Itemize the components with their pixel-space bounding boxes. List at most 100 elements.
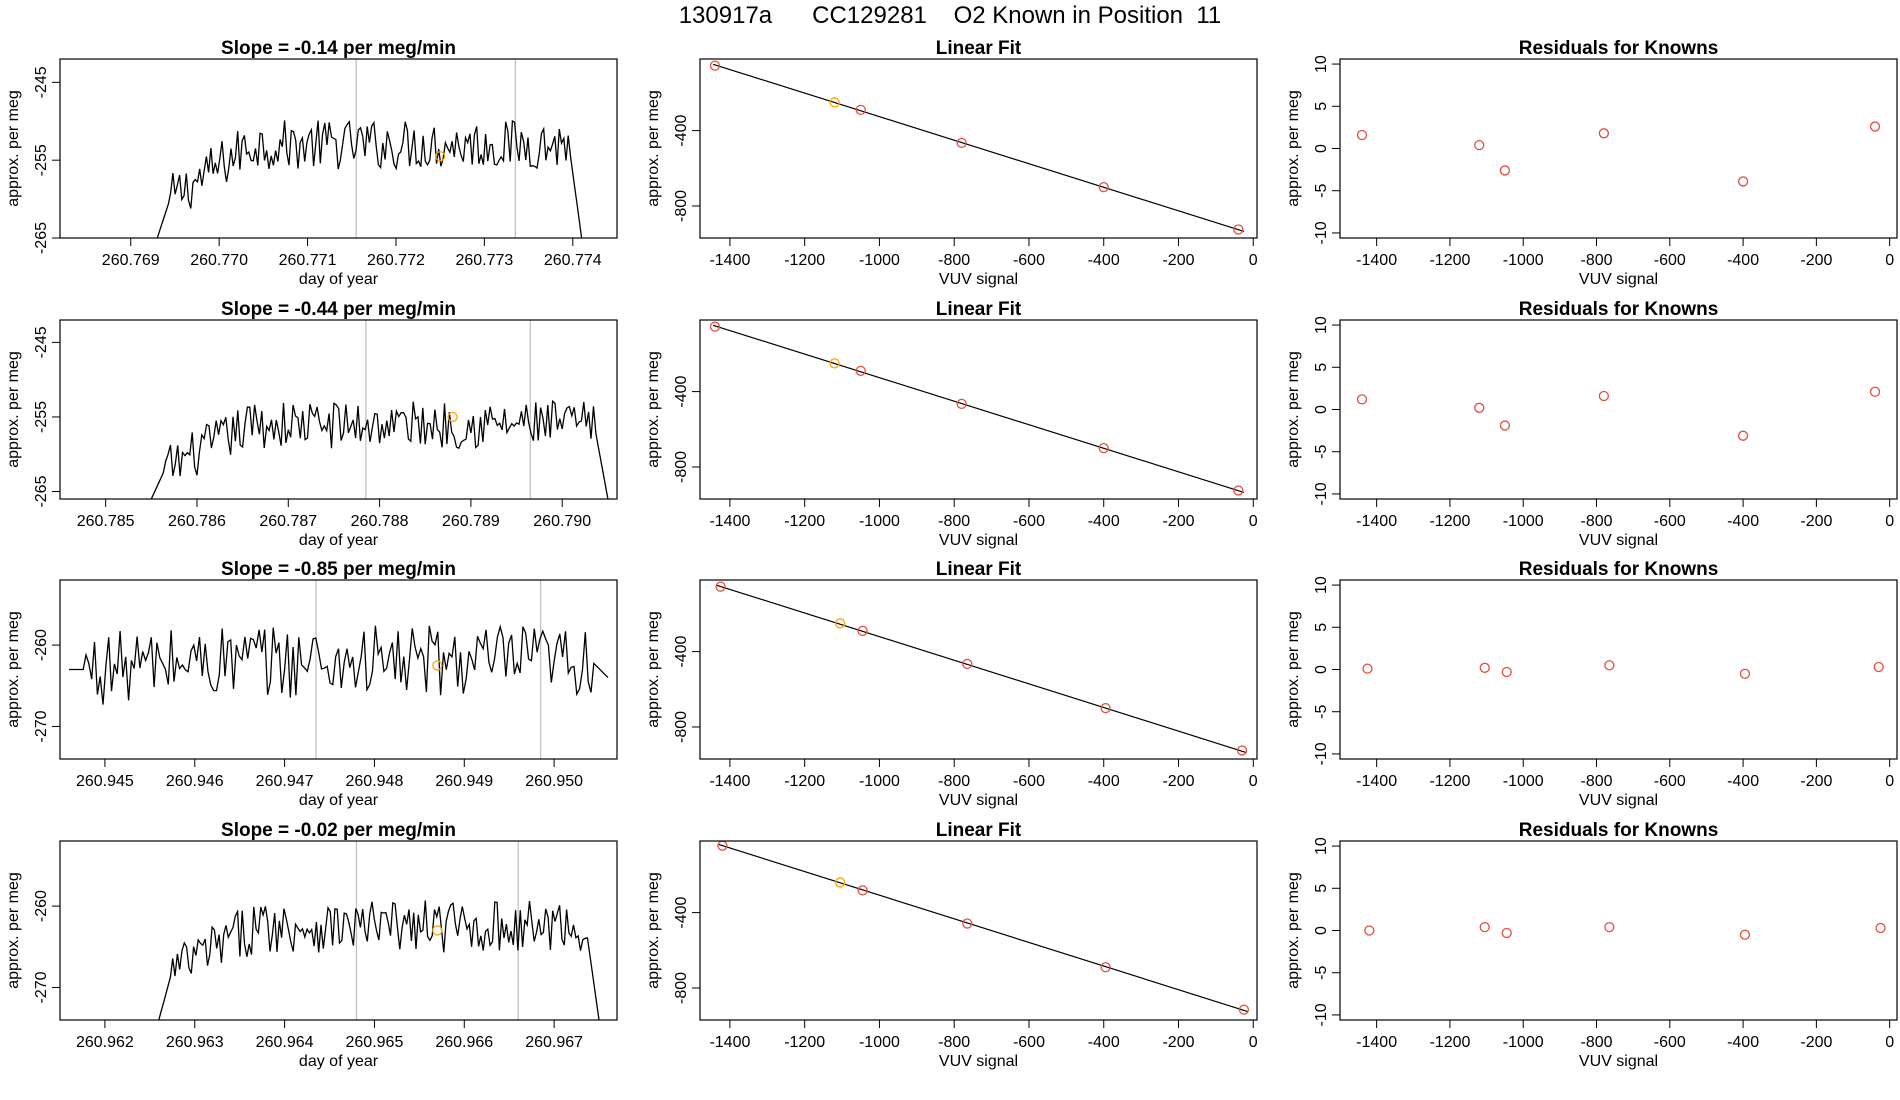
x-tick-label: -1200	[1429, 773, 1470, 790]
residual-point	[1869, 386, 1881, 397]
plot-area	[709, 60, 1245, 235]
x-tick-label: -1000	[1503, 773, 1544, 790]
panel-title: Residuals for Knowns	[1519, 38, 1719, 59]
data-point	[1233, 224, 1244, 235]
y-tick-label: -400	[673, 114, 690, 146]
panel-residuals-4: Residuals for Knowns-1400 -1200 -1000 -800-…	[1285, 820, 1898, 1070]
y-tick-label: -800	[673, 711, 690, 743]
figure-title: 130917a CC129281 O2 Known in Position 11	[678, 2, 1222, 29]
y-tick-label: -800	[673, 451, 690, 483]
y-tick-label: -5	[1313, 966, 1330, 980]
fit-line	[718, 843, 1248, 1013]
data-point	[857, 885, 868, 896]
plot-frame	[1339, 58, 1898, 239]
data-trace-line	[158, 900, 600, 1020]
residual-point	[1501, 666, 1512, 678]
x-axis-label: day of year	[299, 792, 379, 809]
data-point	[1238, 1004, 1250, 1015]
y-tick-label: 5	[1313, 102, 1330, 111]
plot-frame	[699, 579, 1258, 760]
x-tick-label: -1000	[859, 252, 900, 269]
y-tick-label: -800	[673, 190, 690, 222]
x-axis-label: day of year	[299, 1053, 379, 1070]
plot-area	[715, 581, 1248, 756]
plot-area	[1356, 121, 1881, 187]
x-tick-label: 260.788	[351, 513, 409, 530]
x-tick-label: -400	[1727, 513, 1759, 530]
x-tick-label: -400	[1727, 773, 1759, 790]
data-point	[956, 398, 967, 409]
known-data-point	[835, 877, 846, 888]
known-sample-point	[432, 925, 443, 936]
x-tick-label: 260.950	[525, 773, 583, 790]
fit-line	[716, 584, 1246, 753]
panel-time-series-2: Slope = -0.44 per meg/min 260.785 260.786 2…	[5, 299, 618, 549]
x-tick-label: 0	[1885, 773, 1894, 790]
x-tick-label: -1400	[1356, 1034, 1397, 1051]
data-trace-line	[156, 119, 583, 238]
x-tick-label: -400	[1727, 1034, 1759, 1051]
y-axis-label: approx. per meg	[5, 611, 22, 728]
data-point	[1100, 962, 1111, 973]
x-tick-label: -1200	[784, 252, 825, 269]
panel-title: Residuals for Knowns	[1519, 820, 1719, 841]
x-tick-label: -1000	[1503, 1034, 1544, 1051]
y-axis-label: approx. per meg	[1285, 611, 1302, 728]
panel-linear-fit-4: Linear Fit -1400 -1200 -1000 -800 -600 -400 -20…	[645, 820, 1258, 1070]
y-tick-label: -260	[33, 890, 50, 922]
residual-point	[1362, 663, 1373, 674]
panel-title: Linear Fit	[936, 820, 1022, 841]
panel-linear-fit-1: Linear Fit -1400 -1200 -1000 -800 -600 -400 -20…	[645, 38, 1258, 288]
x-tick-label: -1200	[784, 1034, 825, 1051]
x-tick-label: -200	[1162, 252, 1194, 269]
x-tick-label: -400	[1088, 513, 1120, 530]
residual-point	[1737, 176, 1749, 187]
y-tick-label: -400	[673, 375, 690, 407]
residual-point	[1364, 925, 1375, 936]
x-tick-label: 260.785	[77, 513, 135, 530]
x-tick-label: 260.948	[346, 773, 404, 790]
y-axis-label: approx. per meg	[5, 90, 22, 207]
data-point	[855, 365, 866, 377]
y-tick-label: -5	[1313, 705, 1330, 719]
data-point	[857, 625, 868, 637]
plot-frame	[1339, 319, 1898, 500]
y-tick-label: -5	[1313, 445, 1330, 459]
x-tick-label: 260.772	[367, 252, 425, 269]
y-tick-label: -245	[33, 326, 50, 358]
x-tick-label: -200	[1800, 252, 1832, 269]
x-tick-label: -800	[938, 1034, 970, 1051]
x-axis-label: VUV signal	[939, 532, 1018, 549]
y-tick-label: 10	[1313, 316, 1330, 334]
x-tick-label: 260.967	[525, 1034, 583, 1051]
panel-time-series-3: Slope = -0.85 per meg/min 260.945 260.946 2…	[5, 559, 618, 809]
panel-title: Slope = -0.02 per meg/min	[221, 820, 456, 841]
x-tick-label: -600	[1654, 1034, 1686, 1051]
data-point	[709, 321, 721, 332]
x-tick-label: 260.965	[346, 1034, 404, 1051]
y-tick-label: -265	[33, 222, 50, 254]
data-point	[1098, 442, 1109, 454]
data-point	[855, 104, 866, 116]
fit-line	[712, 63, 1245, 232]
y-axis-label: approx. per meg	[5, 351, 22, 468]
y-axis-label: approx. per meg	[1285, 351, 1302, 468]
residual-point	[1479, 921, 1490, 933]
x-tick-label: -1000	[1503, 513, 1544, 530]
x-tick-label: -1200	[1429, 513, 1470, 530]
x-axis-label: VUV signal	[1579, 1053, 1658, 1070]
x-tick-label: -200	[1162, 513, 1194, 530]
y-tick-label: 0	[1313, 926, 1330, 935]
panel-residuals-2: Residuals for Knowns-1400 -1200 -1000 -800-…	[1285, 299, 1898, 549]
y-tick-label: -270	[33, 710, 50, 742]
y-tick-label: 10	[1313, 576, 1330, 594]
residual-point	[1474, 402, 1485, 413]
x-tick-label: 260.770	[190, 252, 248, 269]
residual-point	[1875, 922, 1886, 934]
y-axis-label: approx. per meg	[645, 872, 662, 989]
residual-point	[1739, 668, 1751, 679]
y-tick-label: 0	[1313, 665, 1330, 674]
y-tick-label: -10	[1313, 1003, 1330, 1026]
panel-title: Linear Fit	[936, 299, 1022, 320]
y-tick-label: -10	[1313, 742, 1330, 765]
